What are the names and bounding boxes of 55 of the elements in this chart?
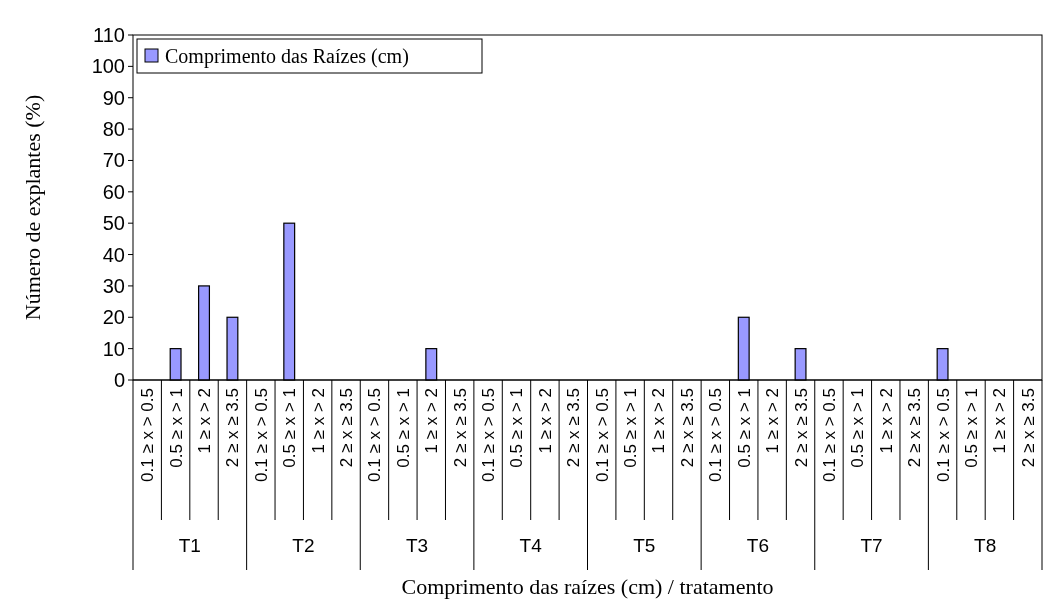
x-tick-label: 0.1 ≥ x > 0.5 [933, 388, 953, 482]
x-tick-label: 0.5 ≥ x > 1 [166, 388, 186, 468]
x-tick-label: 1 ≥ x > 2 [876, 388, 896, 454]
x-tick-label: 0.1 ≥ x > 0.5 [138, 388, 158, 482]
x-tick-label: 1 ≥ x > 2 [649, 388, 669, 454]
x-tick-label: 0.1 ≥ x > 0.5 [365, 388, 385, 482]
y-tick-label: 90 [102, 86, 125, 109]
x-tick-label: 1 ≥ x > 2 [535, 388, 555, 454]
x-tick-label: 0.5 ≥ x > 1 [393, 388, 413, 468]
y-axis-title: Número de explantes (%) [20, 94, 45, 321]
x-tick-label: 2 ≥ x ≥ 3.5 [450, 388, 470, 468]
y-tick-label: 80 [102, 118, 125, 141]
y-tick-label: 60 [102, 180, 125, 203]
x-tick-label: 0.5 ≥ x > 1 [621, 388, 641, 468]
y-tick-label: 30 [102, 274, 125, 297]
x-tick-label: 0.5 ≥ x > 1 [848, 388, 868, 468]
y-tick-label: 100 [91, 55, 125, 78]
x-tick-label: 2 ≥ x ≥ 3.5 [791, 388, 811, 468]
text: T4 [519, 535, 543, 556]
y-tick-label: 50 [102, 212, 125, 235]
x-tick-label: 2 ≥ x ≥ 3.5 [564, 388, 584, 468]
x-tick-label: 0.1 ≥ x > 0.5 [479, 388, 499, 482]
x-tick-label: 0.1 ≥ x > 0.5 [706, 388, 726, 482]
x-tick-label: 2 ≥ x ≥ 3.5 [1018, 388, 1038, 468]
y-tick-label: 70 [102, 149, 125, 172]
text: T3 [405, 535, 429, 556]
x-tick-label: 0.1 ≥ x > 0.5 [251, 388, 271, 482]
x-tick-label: 2 ≥ x ≥ 3.5 [677, 388, 697, 468]
x-tick-label: 0.1 ≥ x > 0.5 [592, 388, 612, 482]
y-tick-label: 0 [113, 369, 125, 391]
y-tick-label: 20 [102, 306, 125, 329]
x-tick-label: 2 ≥ x ≥ 3.5 [337, 388, 356, 468]
x-tick-label: 2 ≥ x ≥ 3.5 [905, 388, 925, 468]
legend-label: Comprimento das Raízes (cm) [165, 45, 409, 68]
text: T8 [974, 535, 997, 556]
x-tick-label: 0.5 ≥ x > 1 [507, 388, 527, 468]
y-tick-label: 40 [102, 243, 125, 266]
x-tick-label: 1 ≥ x > 2 [763, 388, 783, 454]
x-tick-label: 0.1 ≥ x > 0.5 [819, 388, 839, 482]
x-tick-label: 1 ≥ x > 2 [422, 388, 442, 454]
text: T1 [178, 535, 201, 556]
x-axis-title: Comprimento das raízes (cm) / tratamento [401, 574, 774, 599]
x-tick-label: 0.5 ≥ x > 1 [961, 388, 981, 468]
y-tick-label: 10 [102, 337, 125, 360]
text: T7 [860, 535, 883, 556]
x-tick-label: 1 ≥ x > 2 [990, 388, 1010, 454]
x-tick-label: 2 ≥ x ≥ 3.5 [223, 388, 243, 468]
x-tick-label: 0.5 ≥ x > 1 [280, 388, 300, 468]
text: T6 [746, 535, 770, 556]
text: T2 [292, 535, 315, 556]
text: T5 [633, 535, 656, 556]
x-tick-label: 0.5 ≥ x > 1 [734, 388, 754, 468]
x-tick-label: 1 ≥ x > 2 [194, 388, 214, 454]
y-tick-label: 110 [93, 24, 125, 46]
x-tick-label: 1 ≥ x > 2 [308, 388, 328, 454]
